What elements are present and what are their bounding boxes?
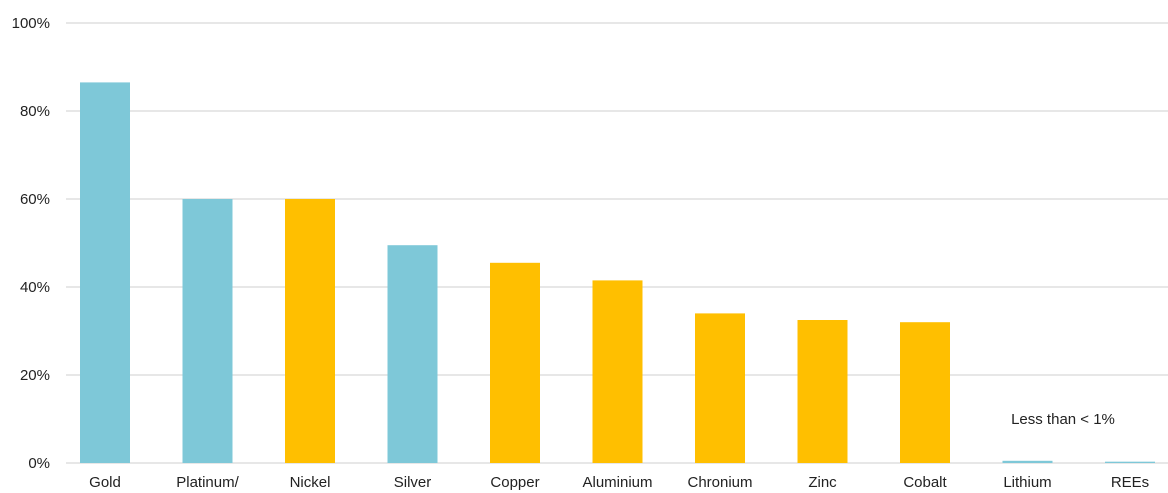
x-tick-label: Zinc [808, 474, 837, 491]
x-tick-label: Platinum/ [176, 474, 239, 491]
bar-chronium [695, 313, 745, 463]
y-tick-label: 0% [28, 455, 50, 472]
bar-lithium [1002, 460, 1053, 463]
bar-silver [387, 245, 438, 463]
bar-rees [1105, 461, 1155, 463]
x-tick-label: Gold [89, 474, 121, 491]
y-tick-label: 100% [12, 15, 50, 32]
bar-aluminium [592, 280, 643, 463]
bar-zinc [797, 320, 848, 463]
x-tick-label: Copper [490, 474, 539, 491]
bar-cobalt [900, 322, 950, 463]
x-tick-label: Chronium [687, 474, 752, 491]
y-tick-label: 80% [20, 103, 50, 120]
y-axis-ticks: 0% 20% 40% 60% 80% 100% [12, 15, 50, 472]
bars [80, 82, 1155, 464]
x-tick-label: Aluminium [582, 474, 652, 491]
bar-platinum [182, 199, 233, 463]
x-tick-label: REEs [1111, 474, 1149, 491]
bar-nickel [285, 199, 335, 463]
x-tick-label: Lithium [1003, 474, 1051, 491]
x-tick-label: Cobalt [903, 474, 947, 491]
x-axis-labels: Gold Platinum/Nickel Silver Copper Aluminium… [89, 474, 1149, 491]
y-tick-label: 20% [20, 367, 50, 384]
y-tick-label: 60% [20, 191, 50, 208]
x-tick-label: Silver [394, 474, 432, 491]
bar-copper [490, 262, 540, 463]
x-tick-label: Nickel [290, 474, 331, 491]
y-tick-label: 40% [20, 279, 50, 296]
bar-gold [80, 82, 130, 464]
less-than-one-percent-annotation: Less than < 1% [1011, 411, 1115, 428]
